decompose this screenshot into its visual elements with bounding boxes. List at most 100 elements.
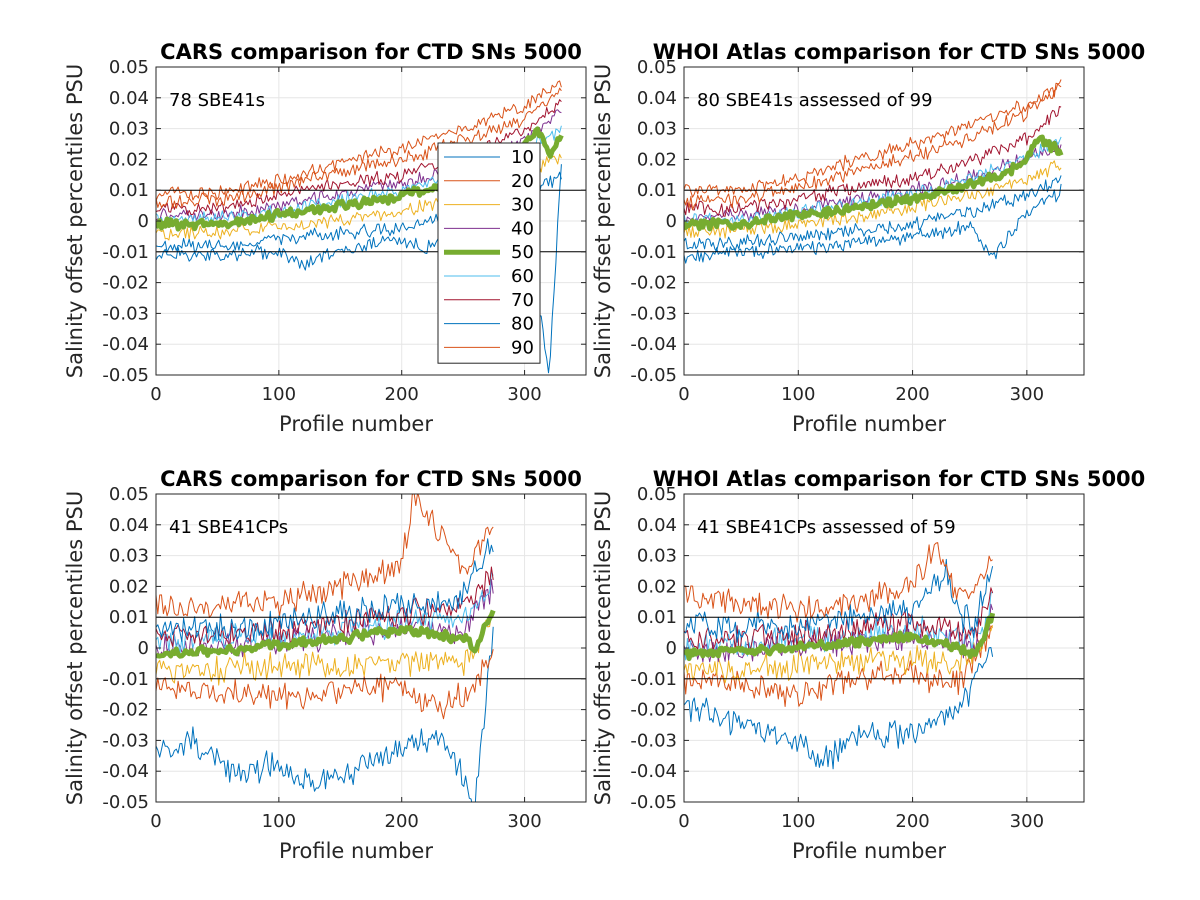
y-tick-label: -0.03 (102, 730, 149, 751)
chart-panel-4: -0.05 -0.04 -0.03 -0.02 -0.01 0 0.01 0.02 0.03 0.… (591, 467, 1145, 863)
y-tick-label: 0.02 (109, 576, 149, 597)
chart-title: WHOI Atlas comparison for CTD SNs 5000 (653, 467, 1146, 491)
series-line-p90 (156, 87, 562, 209)
y-tick-label: 0.04 (109, 515, 149, 536)
y-tick-label: -0.03 (630, 730, 677, 751)
series-line-p90 (684, 83, 1062, 211)
chart-panel-1: -0.05 -0.04 -0.03 -0.02 -0.01 0 0.01 0.02 0.03 0.… (63, 40, 587, 436)
y-tick-label: 0.03 (109, 119, 149, 140)
x-tick-label: 200 (385, 384, 419, 405)
y-tick-label: -0.04 (102, 334, 149, 355)
series-line-p20 (684, 79, 1062, 198)
series-line-p50 (156, 609, 496, 659)
x-tick-label: 200 (895, 384, 929, 405)
chart-title: CARS comparison for CTD SNs 5000 (160, 40, 582, 64)
y-tick-label: 0.01 (637, 607, 677, 628)
annotation-text: 78 SBE41s (169, 90, 265, 111)
y-tick-label: 0.02 (637, 576, 677, 597)
y-tick-label: -0.03 (102, 303, 149, 324)
y-tick-label: -0.05 (630, 792, 677, 813)
y-tick-label: 0 (138, 211, 149, 232)
legend-label-p90: 90 (511, 337, 534, 358)
x-tick-label: 200 (895, 811, 929, 832)
annotation-text: 80 SBE41s assessed of 99 (697, 90, 933, 111)
y-tick-label: 0.01 (109, 180, 149, 201)
series-line-p90 (156, 494, 494, 618)
x-axis-label: Profile number (279, 839, 433, 863)
y-tick-label: 0.05 (637, 57, 677, 78)
y-tick-label: 0.02 (637, 149, 677, 170)
y-tick-label: -0.03 (630, 303, 677, 324)
annotation-text: 41 SBE41CPs (169, 517, 288, 538)
y-tick-label: 0 (138, 638, 149, 659)
x-tick-label: 100 (262, 811, 296, 832)
series-line-p50 (684, 134, 1064, 232)
legend-label-p40: 40 (511, 218, 534, 239)
series-line-p80 (684, 558, 994, 643)
x-tick-label: 300 (507, 384, 541, 405)
series-line-p80 (684, 175, 1062, 252)
y-tick-label: -0.05 (102, 365, 149, 386)
series-line-p10 (684, 647, 994, 770)
series-line-p90 (684, 542, 993, 623)
y-tick-label: 0.03 (109, 546, 149, 567)
legend-label-p60: 60 (511, 266, 534, 287)
series-line-p70 (156, 566, 494, 650)
x-tick-label: 0 (150, 384, 161, 405)
legend-label-p30: 30 (511, 195, 534, 216)
series-line-p20 (156, 80, 562, 202)
series-line-p30 (156, 613, 494, 686)
y-axis-label: Salinity offset percentiles PSU (63, 491, 87, 805)
chart-title: WHOI Atlas comparison for CTD SNs 5000 (653, 40, 1146, 64)
x-tick-label: 0 (150, 811, 161, 832)
chart-title: CARS comparison for CTD SNs 5000 (160, 467, 582, 491)
y-tick-label: 0.05 (637, 484, 677, 505)
x-tick-label: 100 (781, 811, 815, 832)
chart-panel-3: -0.05 -0.04 -0.03 -0.02 -0.01 0 0.01 0.02 0.03 0.… (63, 467, 587, 863)
y-tick-label: -0.04 (630, 761, 677, 782)
y-tick-label: -0.01 (102, 669, 149, 690)
y-tick-label: -0.02 (102, 700, 149, 721)
x-tick-label: 300 (507, 811, 541, 832)
series-group (684, 542, 996, 770)
series-line-p10 (156, 626, 494, 802)
series-line-p30 (684, 625, 994, 684)
y-axis-label: Salinity offset percentiles PSU (591, 64, 615, 378)
y-tick-label: -0.05 (102, 792, 149, 813)
legend-label-p70: 70 (511, 290, 534, 311)
series-line-p50 (684, 612, 996, 662)
y-tick-label: -0.04 (102, 761, 149, 782)
y-tick-label: 0.05 (109, 484, 149, 505)
y-tick-label: -0.02 (102, 273, 149, 294)
y-tick-label: -0.04 (630, 334, 677, 355)
x-axis-label: Profile number (792, 839, 946, 863)
series-line-p30 (684, 160, 1062, 239)
y-tick-label: -0.02 (630, 700, 677, 721)
x-tick-label: 0 (678, 384, 689, 405)
x-tick-label: 300 (1010, 811, 1044, 832)
y-tick-label: 0.02 (109, 149, 149, 170)
y-tick-label: 0.01 (109, 607, 149, 628)
y-tick-label: -0.05 (630, 365, 677, 386)
y-tick-label: 0.04 (637, 515, 677, 536)
x-tick-label: 100 (262, 384, 296, 405)
series-line-p80 (156, 538, 494, 642)
y-tick-label: 0.01 (637, 180, 677, 201)
y-axis-label: Salinity offset percentiles PSU (591, 491, 615, 805)
y-tick-label: -0.01 (102, 242, 149, 263)
y-tick-label: 0.03 (637, 119, 677, 140)
legend-label-p20: 20 (511, 171, 534, 192)
y-tick-label: 0.04 (109, 88, 149, 109)
series-line-p10 (684, 183, 1062, 264)
x-axis-label: Profile number (792, 412, 946, 436)
y-tick-label: -0.01 (630, 669, 677, 690)
series-group (684, 79, 1064, 264)
x-tick-label: 300 (1010, 384, 1044, 405)
chart-panel-2: -0.05 -0.04 -0.03 -0.02 -0.01 0 0.01 0.02 0.03 0.… (591, 40, 1145, 436)
legend-label-p50: 50 (511, 242, 534, 263)
x-tick-label: 200 (385, 811, 419, 832)
y-tick-label: -0.01 (630, 242, 677, 263)
y-tick-label: 0.04 (637, 88, 677, 109)
x-axis-label: Profile number (279, 412, 433, 436)
